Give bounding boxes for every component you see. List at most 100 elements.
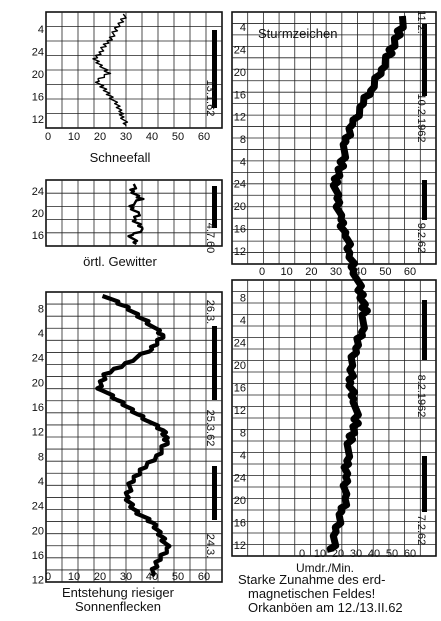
storm-date-label: 10.2.1962 <box>415 94 427 143</box>
thunder-trace <box>127 183 145 246</box>
sun-y-tick: 24 <box>32 353 44 365</box>
sun-y-tick: 12 <box>32 575 44 587</box>
sun-y-tick: 4 <box>38 328 44 340</box>
storm-top-x-tick: 20 <box>305 266 317 278</box>
storm-bot-x-tick: 20 <box>332 548 344 560</box>
snow-x-tick: 60 <box>198 131 210 143</box>
storm-bot-x-tick: 40 <box>368 548 380 560</box>
storm-top-y-tick: 12 <box>234 246 246 258</box>
storm-bot-y-tick: 24 <box>234 472 246 484</box>
caption-sunspots-2: Sonnenflecken <box>74 599 161 614</box>
sun-date-label: 26.3. <box>204 300 216 324</box>
snow-x-tick: 20 <box>94 131 106 143</box>
sun-y-tick: 12 <box>32 427 44 439</box>
storm-bot-y-tick: 12 <box>234 405 246 417</box>
thunder-y-tick: 16 <box>32 230 44 242</box>
storm-top-x-tick: 50 <box>379 266 391 278</box>
storm-bot-y-tick: 16 <box>234 382 246 394</box>
storm-bot-y-tick: 20 <box>234 360 246 372</box>
storm-bot-x-tick: 0 <box>299 548 305 560</box>
storm-date-label: 9.2.62 <box>415 223 427 254</box>
storm-top-y-tick: 20 <box>234 201 246 213</box>
snow-x-tick: 10 <box>68 131 80 143</box>
caption-snow: Schneefall <box>89 150 151 165</box>
storm-label: Sturmzeichen <box>258 26 337 41</box>
x-axis-label: Umdr./Min. <box>295 561 354 575</box>
snow-x-tick: 0 <box>45 131 51 143</box>
footer-line-1: Starke Zunahme des erd- <box>238 572 386 587</box>
storm-trace <box>326 15 407 553</box>
storm-top-y-tick: 24 <box>234 45 246 57</box>
snow-y-tick: 20 <box>32 69 44 81</box>
thunder-date-label: 4.7.60 <box>204 223 216 254</box>
thunder-time-bar <box>212 186 217 228</box>
sun-x-tick: 50 <box>172 571 184 583</box>
storm-bot-y-tick: 4 <box>240 450 246 462</box>
snow-date-label: 13.1.62 <box>204 80 216 117</box>
sun-x-tick: 0 <box>45 571 51 583</box>
storm-top-y-tick: 4 <box>240 22 246 34</box>
sun-time-bar <box>212 466 217 520</box>
storm-bot-y-tick: 8 <box>240 427 246 439</box>
sun-y-tick: 8 <box>38 451 44 463</box>
storm-bot-y-tick: 20 <box>234 495 246 507</box>
storm-bot-x-tick: 30 <box>350 548 362 560</box>
storm-time-bar <box>422 456 427 512</box>
footer-line-3: Orkanböen am 12./13.II.62 <box>248 600 403 615</box>
storm-time-bar <box>422 300 427 360</box>
snow-y-tick: 12 <box>32 114 44 126</box>
storm-date-label: 8.2.1962 <box>415 375 427 418</box>
storm-bot-y-tick: 16 <box>234 517 246 529</box>
storm-date-label: 7.2.62 <box>415 515 427 546</box>
storm-top-x-tick: 0 <box>259 266 265 278</box>
storm-top-x-tick: 30 <box>330 266 342 278</box>
snow-trace <box>92 13 129 127</box>
sun-y-tick: 8 <box>38 303 44 315</box>
footer-line-2: magnetischen Feldes! <box>248 586 376 601</box>
sun-y-tick: 20 <box>32 525 44 537</box>
sun-trace <box>95 294 172 578</box>
sun-date-label: 25.3.62 <box>204 410 216 447</box>
sun-y-tick: 16 <box>32 550 44 562</box>
storm-bot-y-tick: 4 <box>240 315 246 327</box>
storm-top-y-tick: 20 <box>234 67 246 79</box>
storm-top-y-tick: 16 <box>234 223 246 235</box>
thunder-y-tick: 20 <box>32 208 44 220</box>
sun-x-tick: 60 <box>198 571 210 583</box>
storm-top-y-tick: 12 <box>234 112 246 124</box>
storm-bot-x-tick: 50 <box>386 548 398 560</box>
storm-top-x-tick: 10 <box>281 266 293 278</box>
storm-bot-x-tick: 60 <box>404 548 416 560</box>
storm-top-x-tick: 60 <box>404 266 416 278</box>
storm-top-y-tick: 8 <box>240 134 246 146</box>
snow-y-tick: 4 <box>38 24 44 36</box>
storm-bot-y-tick: 8 <box>240 292 246 304</box>
snow-y-tick: 24 <box>32 47 44 59</box>
caption-thunder: örtl. Gewitter <box>83 254 157 269</box>
storm-bot-y-tick: 12 <box>234 540 246 552</box>
storm-time-bar <box>422 24 427 96</box>
snow-x-tick: 50 <box>172 131 184 143</box>
storm-date-label: 11.2. <box>415 10 427 34</box>
sun-time-bar <box>212 326 217 400</box>
snow-y-tick: 16 <box>32 91 44 103</box>
sun-y-tick: 4 <box>38 476 44 488</box>
sun-y-tick: 24 <box>32 501 44 513</box>
storm-time-bar <box>422 180 427 220</box>
caption-sunspots-1: Entstehung riesiger <box>61 585 174 600</box>
thunder-y-tick: 24 <box>32 186 44 198</box>
sun-x-tick: 20 <box>94 571 106 583</box>
storm-top-y-tick: 24 <box>234 179 246 191</box>
sun-y-tick: 16 <box>32 402 44 414</box>
storm-bot-x-tick: 10 <box>314 548 326 560</box>
sun-date-label: 24.3. <box>204 534 216 558</box>
sun-y-tick: 20 <box>32 377 44 389</box>
storm-top-y-tick: 4 <box>240 156 246 168</box>
snow-x-tick: 40 <box>146 131 158 143</box>
sun-x-tick: 10 <box>68 571 80 583</box>
snow-x-tick: 30 <box>120 131 132 143</box>
storm-bot-y-tick: 24 <box>234 337 246 349</box>
snow-time-bar <box>212 30 217 108</box>
